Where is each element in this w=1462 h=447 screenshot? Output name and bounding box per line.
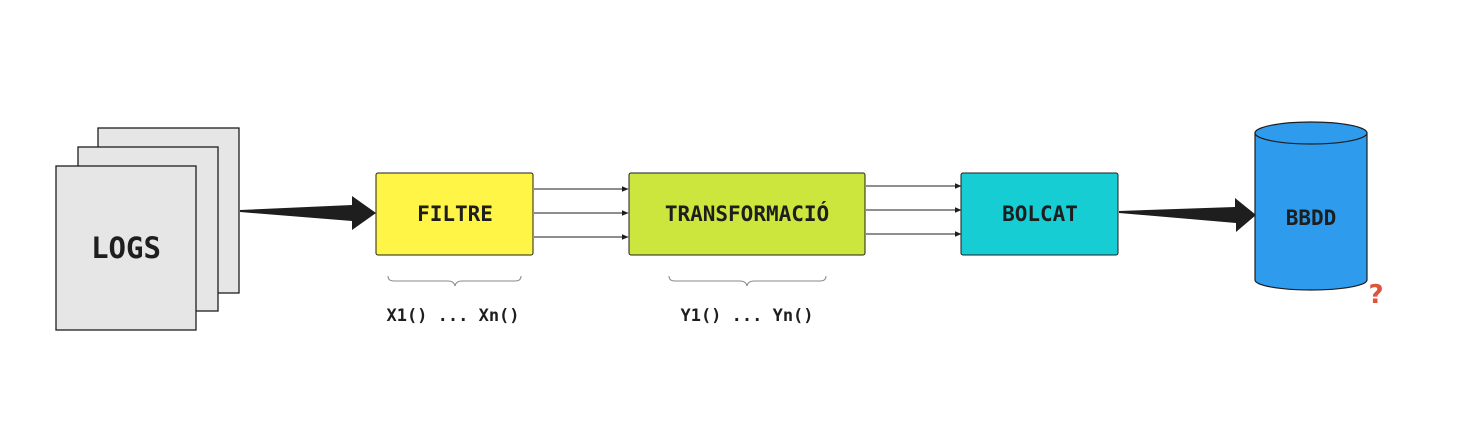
transformacio-box xyxy=(628,172,866,256)
bbdd-cylinder-top xyxy=(1254,121,1368,145)
arrows-transform-to-bolcat xyxy=(866,183,962,237)
arrow-bolcat-to-bbdd xyxy=(1119,198,1256,232)
transform-functions-note: Y1() ... Yn() xyxy=(680,306,813,326)
transformacio-label: TRANSFORMACIÓ xyxy=(665,201,829,226)
bolcat-box xyxy=(960,172,1119,256)
transformacio-node: TRANSFORMACIÓ xyxy=(628,172,866,256)
logs-page-front xyxy=(55,165,197,331)
bbdd-node: BBDD xyxy=(1254,121,1368,291)
filtre-box xyxy=(375,172,534,256)
logs-node: LOGS xyxy=(55,127,240,331)
logs-label: LOGS xyxy=(91,231,161,265)
question-mark: ? xyxy=(1368,280,1383,310)
arrow-logs-to-filtre xyxy=(240,196,376,230)
transform-brace xyxy=(668,275,827,287)
bolcat-node: BOLCAT xyxy=(960,172,1119,256)
filtre-node: FILTRE xyxy=(375,172,534,256)
filtre-functions-note: X1() ... Xn() xyxy=(386,306,519,326)
filtre-label: FILTRE xyxy=(417,202,493,226)
arrows-filtre-to-transform xyxy=(534,186,629,240)
bbdd-cylinder-body xyxy=(1254,132,1368,291)
bolcat-label: BOLCAT xyxy=(1002,202,1078,226)
filtre-brace xyxy=(387,275,522,287)
bbdd-label: BBDD xyxy=(1286,206,1337,230)
